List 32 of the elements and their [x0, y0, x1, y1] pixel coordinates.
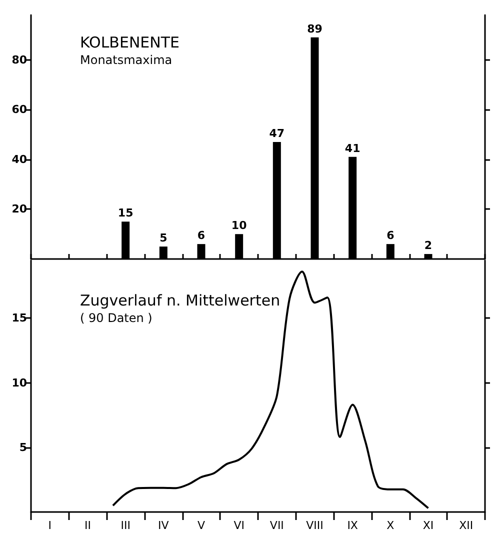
y-tick-label: 40	[12, 152, 28, 166]
text: Monatsmaxima	[80, 53, 172, 67]
data-label: 5	[160, 232, 168, 245]
text: KOLBENENTE	[80, 34, 180, 52]
data-label: 89	[307, 22, 322, 36]
x-tick-label: IV	[158, 519, 170, 532]
x-tick-label: V	[197, 519, 206, 532]
y-tick-label: 60	[12, 103, 28, 116]
data-label: 10	[231, 219, 248, 232]
data-label: 6	[197, 229, 206, 242]
y-tick-label: 20	[12, 202, 28, 216]
x-tick-label: XI	[422, 519, 434, 532]
x-tick-label: VIII	[306, 519, 324, 532]
data-label: 2	[424, 239, 432, 252]
data-label: 6	[386, 229, 395, 242]
x-tick-label: X	[386, 519, 395, 532]
x-tick-label: IX	[347, 519, 358, 532]
data-label: 47	[269, 126, 285, 140]
x-tick-label: II	[84, 519, 91, 532]
text: Zugverlauf n. Mittelwerten	[80, 292, 280, 310]
x-tick-label: I	[48, 519, 52, 532]
x-tick-label: VI	[234, 519, 244, 532]
y-tick-label: 10	[12, 376, 28, 390]
text: ( 90 Daten )	[80, 311, 152, 325]
y-tick-label: 80	[12, 53, 28, 66]
x-tick-label: XII	[459, 519, 474, 532]
data-label: 41	[344, 142, 360, 155]
x-tick-label: VII	[270, 519, 284, 532]
x-tick-label: III	[120, 519, 130, 532]
y-tick-label: 5	[19, 440, 27, 454]
y-tick-label: 15	[12, 312, 27, 325]
data-label: 15	[118, 206, 134, 220]
